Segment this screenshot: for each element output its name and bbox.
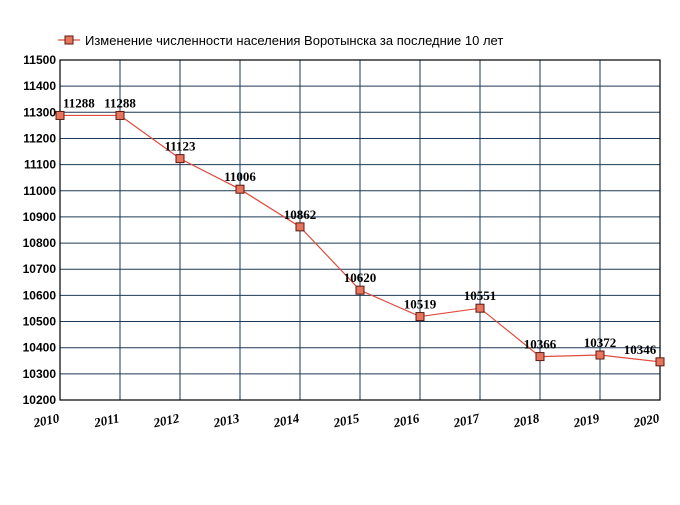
- y-tick-label: 10500: [23, 315, 57, 329]
- data-value-label: 10366: [524, 337, 557, 352]
- data-point-marker: [415, 312, 425, 322]
- y-tick-label: 10400: [23, 341, 57, 355]
- y-tick-label: 10800: [23, 236, 57, 250]
- y-tick-label: 10900: [23, 210, 57, 224]
- data-point-marker: [235, 184, 245, 194]
- data-point-marker: [55, 110, 65, 120]
- x-tick-label: 2011: [92, 410, 121, 430]
- y-tick-label: 11200: [23, 131, 56, 145]
- x-tick-label: 2020: [631, 410, 661, 430]
- data-value-label: 10372: [584, 335, 617, 350]
- legend-entry-label: Изменение численности населения Воротынс…: [85, 33, 503, 48]
- data-point-marker: [115, 110, 125, 120]
- y-tick-label: 10700: [23, 262, 57, 276]
- y-tick-label: 11000: [23, 184, 56, 198]
- y-tick-label: 11500: [23, 53, 56, 67]
- y-tick-label: 10300: [23, 367, 57, 381]
- data-value-label: 11006: [224, 169, 256, 184]
- data-point-marker: [175, 154, 185, 164]
- data-value-label: 10620: [344, 270, 377, 285]
- data-point-marker: [595, 350, 605, 360]
- y-tick-label: 10600: [23, 288, 57, 302]
- y-tick-label: 11100: [24, 158, 56, 172]
- chart-gridlines: [59, 59, 661, 401]
- data-point-marker: [355, 285, 365, 295]
- y-tick-label: 11400: [23, 79, 56, 93]
- x-tick-label: 2017: [451, 410, 481, 430]
- x-tick-label: 2013: [211, 410, 241, 430]
- data-value-label: 11123: [164, 139, 196, 154]
- x-tick-label: 2012: [151, 410, 181, 430]
- legend-marker-swatch: [64, 35, 74, 45]
- x-tick-label: 2019: [571, 410, 601, 430]
- x-tick-label: 2010: [31, 410, 61, 430]
- chart-axes: 10200 10300 10400 10500 10600 10700 10800 10900…: [23, 53, 661, 431]
- x-tick-label: 2018: [511, 410, 541, 430]
- y-tick-label: 10200: [23, 393, 57, 407]
- plot-frame: [59, 59, 661, 401]
- chart-data-labels: 11288 11288 11123 11006 10862 10620 10519 10551…: [63, 95, 657, 356]
- x-tick-label: 2016: [391, 410, 421, 430]
- data-value-label: 11288: [63, 95, 95, 110]
- data-value-label: 10346: [624, 342, 657, 357]
- data-point-marker: [475, 303, 485, 313]
- data-value-label: 10862: [284, 207, 317, 222]
- y-tick-label: 11300: [23, 105, 56, 119]
- data-point-marker: [535, 352, 545, 362]
- x-tick-label: 2014: [271, 410, 301, 430]
- x-tick-label: 2015: [331, 410, 361, 430]
- data-value-label: 10519: [404, 297, 437, 312]
- data-value-label: 11288: [104, 95, 136, 110]
- data-point-marker: [295, 222, 305, 232]
- chart-series: [55, 110, 665, 367]
- data-value-label: 10551: [464, 288, 497, 303]
- data-point-marker: [655, 357, 665, 367]
- chart-legend: Изменение численности населения Воротынс…: [58, 33, 503, 48]
